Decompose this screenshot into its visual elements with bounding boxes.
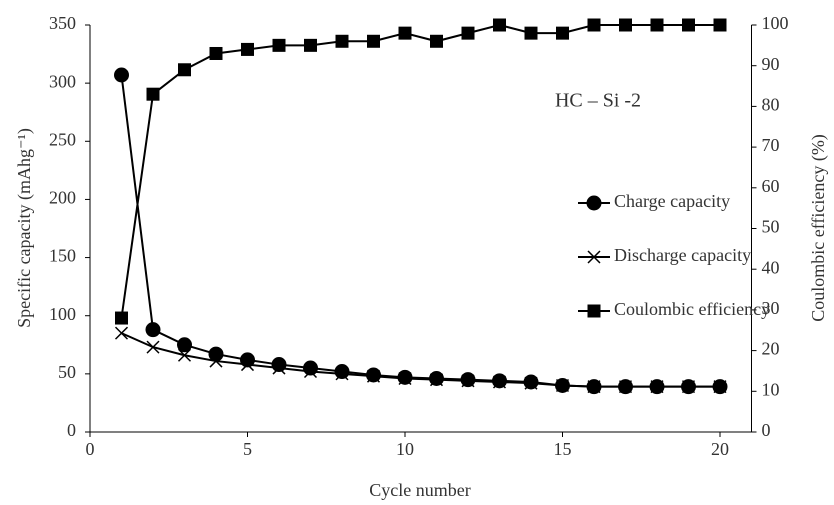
marker [492, 373, 507, 389]
marker [366, 367, 381, 383]
y2-tick-label: 100 [762, 13, 789, 33]
marker [271, 357, 287, 373]
marker [115, 311, 128, 325]
y2-tick-label: 80 [762, 95, 780, 115]
series-line [121, 332, 720, 388]
marker [209, 46, 223, 60]
x-tick-label: 15 [554, 439, 572, 459]
y2-tick-label: 10 [762, 379, 780, 399]
marker [272, 361, 286, 375]
y2-tick-label: 0 [762, 420, 771, 440]
y-tick-label: 300 [49, 71, 76, 91]
marker [366, 369, 381, 383]
marker [272, 38, 286, 52]
marker [398, 371, 412, 386]
marker [492, 375, 507, 389]
legend-label: Coulombic efficiency [614, 299, 770, 319]
legend-marker [586, 195, 602, 211]
y2-tick-label: 60 [762, 176, 780, 196]
legend-label: Charge capacity [614, 191, 730, 211]
marker [429, 373, 444, 387]
annotation: HC – Si -2 [555, 90, 641, 112]
marker [619, 18, 632, 32]
marker [555, 378, 570, 393]
marker [303, 365, 318, 379]
y2-tick-label: 70 [762, 135, 780, 155]
marker [334, 364, 350, 380]
marker [241, 42, 254, 56]
x-axis-label: Cycle number [369, 480, 470, 500]
y-tick-label: 100 [49, 304, 76, 324]
y2-tick-label: 90 [762, 54, 780, 74]
marker [713, 18, 727, 32]
marker [556, 26, 569, 40]
marker [335, 367, 349, 381]
marker [114, 67, 129, 83]
y-axis-label: Specific capacity (mAhg⁻¹) [14, 128, 35, 328]
marker [177, 337, 192, 353]
y2-tick-label: 40 [762, 257, 780, 277]
marker [493, 18, 506, 32]
marker [587, 380, 601, 394]
x-tick-label: 5 [243, 439, 252, 459]
y2-tick-label: 20 [762, 339, 780, 359]
marker [335, 34, 349, 48]
legend-marker [587, 250, 601, 264]
marker [682, 18, 695, 32]
marker [304, 38, 317, 52]
marker [177, 348, 192, 362]
y2-tick-label: 30 [762, 298, 780, 318]
y-tick-label: 200 [49, 188, 76, 208]
marker [240, 358, 255, 372]
y-tick-label: 350 [49, 13, 76, 33]
marker [397, 369, 413, 385]
marker [114, 326, 129, 340]
marker [650, 18, 664, 32]
y2-axis-label: Coulombic efficiency (%) [808, 134, 829, 322]
marker [303, 360, 318, 376]
marker [524, 376, 538, 390]
marker [650, 380, 664, 394]
marker [146, 87, 160, 101]
y-tick-label: 150 [49, 246, 76, 266]
legend-label: Discharge capacity [614, 245, 751, 265]
legend-marker [587, 304, 601, 318]
marker [146, 340, 160, 354]
x-tick-label: 0 [86, 439, 95, 459]
series-line [120, 74, 720, 388]
marker [618, 380, 633, 394]
marker [429, 371, 444, 387]
marker [587, 18, 601, 32]
marker [461, 26, 475, 40]
y2-tick-label: 50 [762, 217, 780, 237]
marker [367, 34, 380, 48]
marker [681, 380, 696, 394]
marker [461, 374, 475, 388]
marker [460, 372, 476, 388]
marker [524, 26, 538, 40]
marker [713, 380, 727, 394]
x-tick-label: 20 [711, 439, 729, 459]
marker [430, 34, 443, 48]
marker [209, 354, 223, 368]
marker [178, 63, 191, 77]
series-line [120, 23, 720, 319]
marker [145, 322, 161, 338]
marker [523, 374, 539, 390]
y-tick-label: 0 [67, 420, 76, 440]
x-tick-label: 10 [396, 439, 414, 459]
y-tick-label: 50 [58, 362, 76, 382]
y-tick-label: 250 [49, 129, 76, 149]
marker [398, 26, 412, 40]
